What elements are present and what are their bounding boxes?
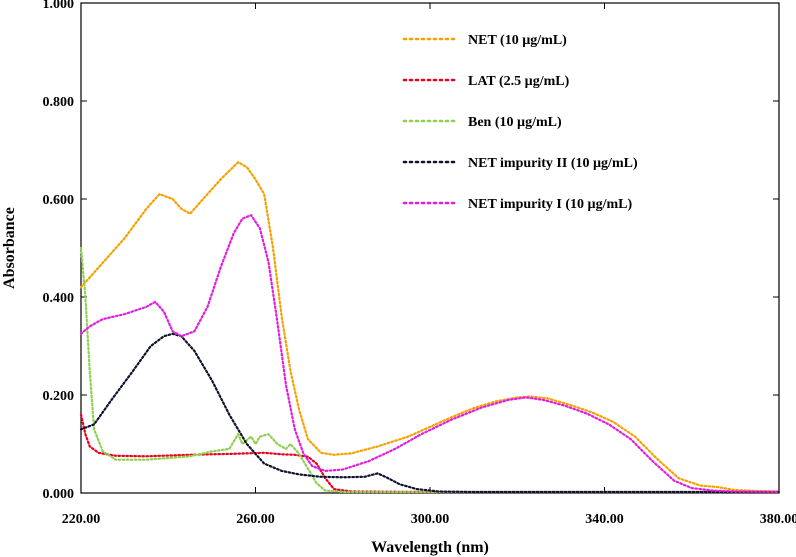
x-axis-title: Wavelength (nm) [371, 539, 489, 556]
series-line-1 [79, 161, 781, 493]
x-tick-label: 260.00 [236, 512, 275, 527]
y-tick-label: 0.800 [43, 95, 75, 110]
legend-label-4: NET impurity II (10 µg/mL) [468, 156, 638, 171]
y-axis-title: Absorbance [1, 207, 18, 289]
series-line-4 [79, 332, 781, 494]
legend: NET (10 µg/mL) LAT (2.5 µg/mL) Ben (10 µg/… [402, 33, 638, 212]
series-line-5 [79, 214, 781, 494]
legend-label-3: Ben (10 µg/mL) [468, 115, 562, 130]
x-tick-label: 220.00 [62, 512, 101, 527]
x-tick-label: 340.00 [585, 512, 624, 527]
legend-label-1: NET (10 µg/mL) [468, 33, 567, 48]
series-line-3 [79, 246, 781, 494]
legend-label-2: LAT (2.5 µg/mL) [468, 74, 570, 89]
x-tick-label: 380.00 [760, 512, 796, 527]
y-axis-ticks: 0.000 0.200 0.400 0.600 0.800 1.000 [43, 0, 779, 502]
x-axis-ticks: 220.00 260.00 300.00 340.00 380.00 [62, 3, 796, 527]
legend-label-5: NET impurity I (10 µg/mL) [468, 197, 632, 212]
x-tick-label: 300.00 [411, 512, 450, 527]
y-tick-label: 0.600 [43, 193, 75, 208]
y-tick-label: 0.400 [43, 291, 75, 306]
y-tick-label: 1.000 [43, 0, 75, 12]
y-tick-label: 0.000 [43, 487, 75, 502]
plot-frame [80, 2, 780, 494]
y-tick-label: 0.200 [43, 389, 75, 404]
series-layer [79, 161, 781, 494]
